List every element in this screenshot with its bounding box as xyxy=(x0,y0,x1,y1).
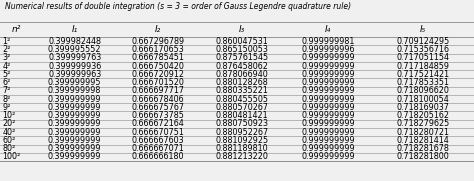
Text: 0.399999963: 0.399999963 xyxy=(48,70,101,79)
Text: 0.666667603: 0.666667603 xyxy=(131,136,184,145)
Text: 0.399995552: 0.399995552 xyxy=(48,45,101,54)
Text: 0.999999999: 0.999999999 xyxy=(301,70,355,79)
Text: 0.999999999: 0.999999999 xyxy=(301,136,355,145)
Text: 0.666170653: 0.666170653 xyxy=(131,45,184,54)
Text: 0.875761545: 0.875761545 xyxy=(215,53,268,62)
Text: 10²: 10² xyxy=(2,111,16,120)
Text: 0.876458062: 0.876458062 xyxy=(215,62,268,71)
Text: 100²: 100² xyxy=(2,152,21,161)
Text: 0.860047531: 0.860047531 xyxy=(215,37,268,46)
Text: 0.718280721: 0.718280721 xyxy=(397,128,449,137)
Text: 0.666701520: 0.666701520 xyxy=(131,78,184,87)
Text: 0.709124295: 0.709124295 xyxy=(396,37,450,46)
Text: 0.880335221: 0.880335221 xyxy=(215,86,268,95)
Text: 0.399999999: 0.399999999 xyxy=(48,111,101,120)
Text: 0.399999763: 0.399999763 xyxy=(48,53,101,62)
Text: 20²: 20² xyxy=(2,119,16,128)
Text: 0.717853351: 0.717853351 xyxy=(397,78,449,87)
Text: 5²: 5² xyxy=(2,70,11,79)
Text: 0.718205162: 0.718205162 xyxy=(397,111,449,120)
Text: I₄: I₄ xyxy=(325,25,331,34)
Text: I₁: I₁ xyxy=(72,25,78,34)
Text: 0.666672164: 0.666672164 xyxy=(131,119,184,128)
Text: 0.399999999: 0.399999999 xyxy=(48,136,101,145)
Text: 0.666673785: 0.666673785 xyxy=(131,111,184,120)
Text: 0.999999999: 0.999999999 xyxy=(301,86,355,95)
Text: 0.399999999: 0.399999999 xyxy=(48,95,101,104)
Text: 0.666675767: 0.666675767 xyxy=(131,103,184,112)
Text: 0.666720912: 0.666720912 xyxy=(131,70,184,79)
Text: 0.718279625: 0.718279625 xyxy=(396,119,450,128)
Text: 0.999999999: 0.999999999 xyxy=(301,144,355,153)
Text: 0.666750420: 0.666750420 xyxy=(131,62,184,71)
Text: 0.999999999: 0.999999999 xyxy=(301,53,355,62)
Text: 0.999999996: 0.999999996 xyxy=(301,45,355,54)
Text: 0.999999999: 0.999999999 xyxy=(301,103,355,112)
Text: 0.399999998: 0.399999998 xyxy=(48,86,101,95)
Text: 0.718096620: 0.718096620 xyxy=(397,86,449,95)
Text: 0.666785451: 0.666785451 xyxy=(131,53,184,62)
Text: 0.667296789: 0.667296789 xyxy=(131,37,184,46)
Text: I₅: I₅ xyxy=(420,25,426,34)
Text: 0.399999999: 0.399999999 xyxy=(48,128,101,137)
Text: 0.399999995: 0.399999995 xyxy=(48,78,101,87)
Text: 1²: 1² xyxy=(2,37,10,46)
Text: 0.878066940: 0.878066940 xyxy=(215,70,268,79)
Text: I₃: I₃ xyxy=(238,25,245,34)
Text: 0.999999981: 0.999999981 xyxy=(301,37,355,46)
Text: 0.666678406: 0.666678406 xyxy=(131,95,184,104)
Text: 3²: 3² xyxy=(2,53,10,62)
Text: 0.666697717: 0.666697717 xyxy=(131,86,184,95)
Text: 0.880481421: 0.880481421 xyxy=(215,111,268,120)
Text: 0.880128268: 0.880128268 xyxy=(215,78,268,87)
Text: 2²: 2² xyxy=(2,45,11,54)
Text: 0.999999999: 0.999999999 xyxy=(301,111,355,120)
Text: 0.718281800: 0.718281800 xyxy=(397,152,449,161)
Text: Numerical results of double integration (s = 3 = order of Gauss Legendre quadrat: Numerical results of double integration … xyxy=(5,2,351,11)
Text: 0.399999999: 0.399999999 xyxy=(48,144,101,153)
Text: I₂: I₂ xyxy=(155,25,161,34)
Text: 0.399999999: 0.399999999 xyxy=(48,119,101,128)
Text: 0.718169037: 0.718169037 xyxy=(397,103,449,112)
Text: 0.865150053: 0.865150053 xyxy=(215,45,268,54)
Text: 0.399999936: 0.399999936 xyxy=(48,62,101,71)
Text: 0.880570267: 0.880570267 xyxy=(215,103,268,112)
Text: 0.880952267: 0.880952267 xyxy=(215,128,268,137)
Text: 0.666666180: 0.666666180 xyxy=(131,152,184,161)
Text: 0.999999999: 0.999999999 xyxy=(301,119,355,128)
Text: n²: n² xyxy=(12,25,21,34)
Text: 0.999999999: 0.999999999 xyxy=(301,152,355,161)
Text: 0.717184859: 0.717184859 xyxy=(397,62,449,71)
Text: 60²: 60² xyxy=(2,136,16,145)
Text: 80²: 80² xyxy=(2,144,16,153)
Text: 8²: 8² xyxy=(2,95,10,104)
Text: 0.881189810: 0.881189810 xyxy=(215,144,268,153)
Text: 0.999999999: 0.999999999 xyxy=(301,95,355,104)
Text: 0.881092925: 0.881092925 xyxy=(215,136,268,145)
Text: 0.666667071: 0.666667071 xyxy=(131,144,184,153)
Text: 0.399982448: 0.399982448 xyxy=(48,37,101,46)
Text: 0.880750923: 0.880750923 xyxy=(215,119,268,128)
Text: 0.399999999: 0.399999999 xyxy=(48,152,101,161)
Text: 0.399999999: 0.399999999 xyxy=(48,103,101,112)
Text: 0.718281414: 0.718281414 xyxy=(397,136,449,145)
Text: 0.666670751: 0.666670751 xyxy=(131,128,184,137)
Text: 0.717051154: 0.717051154 xyxy=(397,53,449,62)
Text: 9²: 9² xyxy=(2,103,11,112)
Text: 40²: 40² xyxy=(2,128,16,137)
Text: 0.717521421: 0.717521421 xyxy=(396,70,450,79)
Text: 0.999999999: 0.999999999 xyxy=(301,128,355,137)
Text: 4²: 4² xyxy=(2,62,10,71)
Text: 0.881213220: 0.881213220 xyxy=(215,152,268,161)
Text: 0.999999999: 0.999999999 xyxy=(301,78,355,87)
Text: 0.999999999: 0.999999999 xyxy=(301,62,355,71)
Text: 0.718281678: 0.718281678 xyxy=(397,144,449,153)
Text: 0.880455505: 0.880455505 xyxy=(215,95,268,104)
Text: 7²: 7² xyxy=(2,86,11,95)
Text: 6²: 6² xyxy=(2,78,10,87)
Text: 0.718100054: 0.718100054 xyxy=(397,95,449,104)
Text: 0.715356716: 0.715356716 xyxy=(397,45,449,54)
